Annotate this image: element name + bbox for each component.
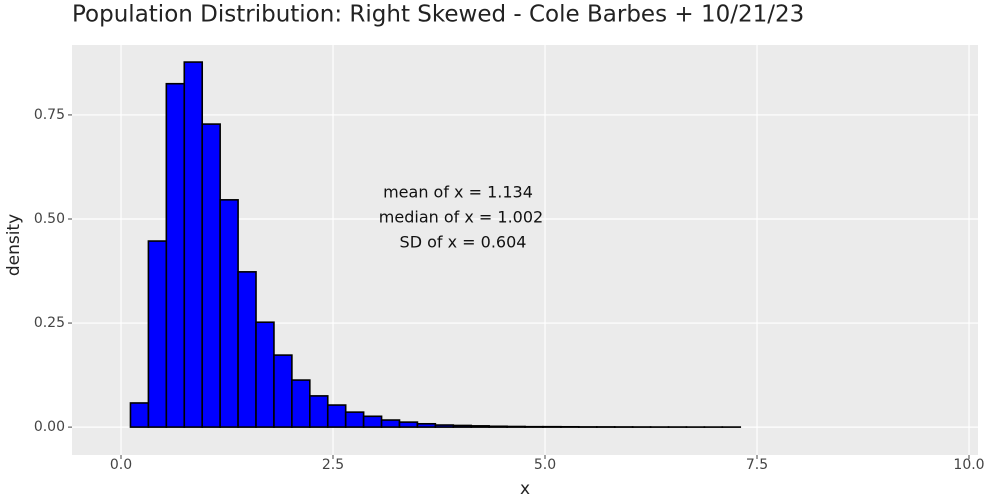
x-tick-label: 7.5 [746, 457, 768, 473]
bar [380, 419, 401, 428]
bar [470, 425, 490, 428]
y-tick-label: 0.00 [34, 419, 65, 435]
x-tick-label: 5.0 [534, 457, 556, 473]
bar [506, 425, 526, 428]
annotation: SD of x = 0.604 [400, 233, 527, 252]
bar [129, 402, 150, 428]
bar [183, 61, 204, 428]
y-tick-label: 0.75 [34, 107, 65, 123]
bar [488, 425, 508, 428]
bar [165, 82, 186, 428]
bar [147, 240, 168, 428]
y-tick-label: 0.25 [34, 315, 65, 331]
bar [219, 199, 239, 428]
bar [309, 395, 329, 428]
x-tick-label: 2.5 [322, 457, 344, 473]
bar [255, 321, 275, 428]
bar [398, 421, 419, 428]
bar [237, 271, 257, 428]
bars [129, 61, 742, 428]
annotation: median of x = 1.002 [379, 208, 543, 227]
bar [362, 415, 383, 428]
y-axis-label: density [4, 214, 24, 276]
bar [452, 424, 473, 428]
bar [434, 424, 455, 428]
bar [273, 354, 293, 428]
x-axis-label: x [520, 479, 530, 499]
y-tick-label: 0.50 [34, 211, 65, 227]
chart-title: Population Distribution: Right Skewed - … [72, 2, 804, 28]
bar [326, 404, 347, 428]
x-tick-label: 0.0 [110, 457, 132, 473]
bar [201, 123, 221, 428]
annotation: mean of x = 1.134 [383, 183, 533, 202]
labels: 0.00 0.25 0.50 0.75 0.0 2.5 5.0 7.5 10.0 [34, 107, 985, 473]
bar [416, 422, 437, 428]
bar [291, 379, 311, 428]
x-tick-label: 10.0 [953, 457, 984, 473]
bar [344, 411, 365, 428]
